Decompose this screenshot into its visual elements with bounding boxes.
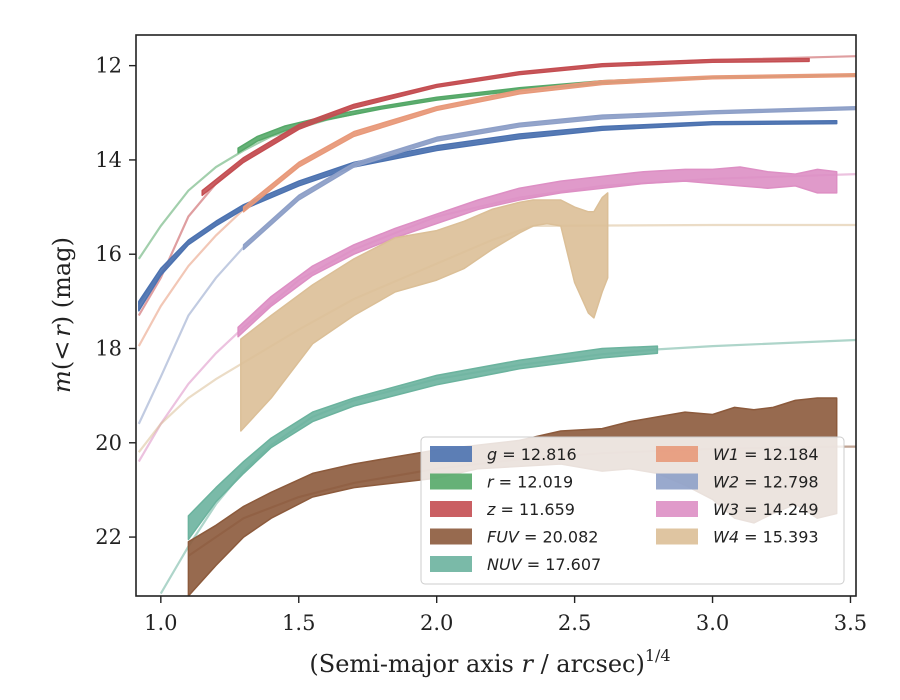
legend-label-W3: W3 = 14.249	[713, 500, 819, 519]
x-tick-label: 1.5	[282, 611, 315, 635]
legend-swatch-W3	[656, 501, 698, 517]
y-axis-label: m(<r) (mag)	[48, 237, 76, 393]
legend-swatch-W2	[656, 473, 698, 490]
band-g	[138, 120, 838, 312]
y-tick-label: 14	[95, 148, 122, 172]
legend-swatch-W4	[656, 528, 698, 545]
legend-swatch-W1	[656, 446, 698, 462]
legend-label-g: g = 12.816	[487, 445, 577, 464]
plot-frame	[135, 34, 857, 597]
band-W4	[240, 192, 609, 432]
legend-swatch-g	[430, 446, 472, 462]
y-axis: 12 14 16 18 20 22	[95, 54, 136, 549]
legend-swatch-NUV	[430, 556, 472, 572]
y-tick-label: 20	[95, 431, 122, 455]
legend-label-r: r = 12.019	[487, 473, 573, 492]
x-tick-label: 2.5	[558, 611, 591, 635]
band-NUV	[187, 345, 659, 541]
legend-label-W4: W4 = 15.393	[713, 528, 819, 547]
legend-label-W1: W1 = 12.184	[713, 445, 819, 464]
band-W3	[237, 166, 838, 338]
y-tick-label: 12	[95, 54, 122, 78]
x-tick-label: 1.0	[144, 611, 177, 635]
band-W1	[242, 72, 856, 213]
y-tick-label: 22	[95, 525, 122, 549]
band-W2	[242, 105, 856, 251]
legend-swatch-r	[430, 473, 472, 490]
legend-box	[420, 436, 845, 585]
x-tick-label: 2.0	[420, 611, 453, 635]
x-tick-label: 3.5	[834, 611, 867, 635]
legend-swatch-z	[430, 501, 472, 517]
x-tick-label: 3.0	[696, 611, 729, 635]
legend-label-z: z = 11.659	[486, 500, 575, 519]
legend: g = 12.816 r = 12.019 z = 11.659 FUV = 20.0…	[420, 436, 845, 585]
legend-swatch-FUV	[430, 528, 472, 545]
legend-label-W2: W2 = 12.798	[713, 473, 819, 492]
band-z	[201, 57, 810, 197]
y-tick-label: 18	[95, 337, 122, 361]
x-axis-label: (Semi-major axis r / arcsec)1/4	[309, 646, 670, 678]
x-axis: 1.0 1.5 2.0 2.5 3.0 3.5	[144, 596, 867, 635]
y-tick-label: 16	[95, 242, 122, 266]
legend-label-NUV: NUV = 17.607	[487, 555, 601, 574]
legend-label-FUV: FUV = 20.082	[487, 528, 598, 547]
